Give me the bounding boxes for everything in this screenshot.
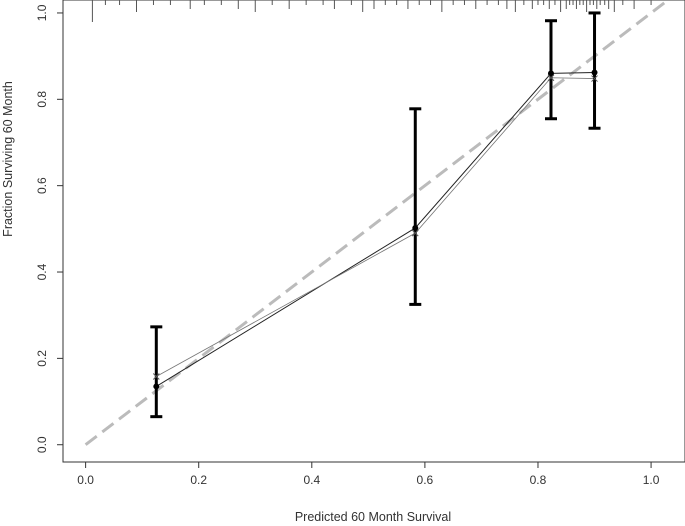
observed-point [153,383,160,390]
observed-point [591,69,598,76]
observed-line [156,72,595,387]
x-axis: 0.0 0.2 0.4 0.6 0.8 1.0 [77,462,660,487]
series-lines [156,72,595,387]
x-axis-title: Predicted 60 Month Survival [295,510,451,524]
bias-corrected-point [591,75,598,82]
plot-frame [62,0,685,463]
x-tick-label: 0.2 [190,473,207,487]
bias-corrected-point [152,373,160,380]
rug-marks [91,0,652,22]
error-bars [150,11,601,419]
y-tick-label: 0.4 [35,263,49,280]
x-tick-label: 0.4 [303,473,320,487]
x-tick-label: 1.0 [643,473,660,487]
x-tick-label: 0.8 [530,473,547,487]
observed-point [547,70,554,77]
y-tick-label: 0.0 [35,436,49,453]
bias-corrected-line [156,77,595,377]
bias-corrected-point [411,229,419,237]
y-tick-label: 0.8 [35,91,49,108]
x-tick-label: 0.0 [77,473,94,487]
y-axis: 0.0 0.2 0.4 0.6 0.8 1.0 [35,4,63,453]
x-tick-label: 0.6 [417,473,434,487]
y-tick-label: 0.2 [35,350,49,367]
y-axis-title: Fraction Surviving 60 Month [1,81,15,237]
y-tick-label: 1.0 [35,4,49,21]
observed-point [412,224,419,231]
data-points [152,69,598,390]
bias-corrected-point [547,74,555,82]
y-tick-label: 0.6 [35,177,49,194]
